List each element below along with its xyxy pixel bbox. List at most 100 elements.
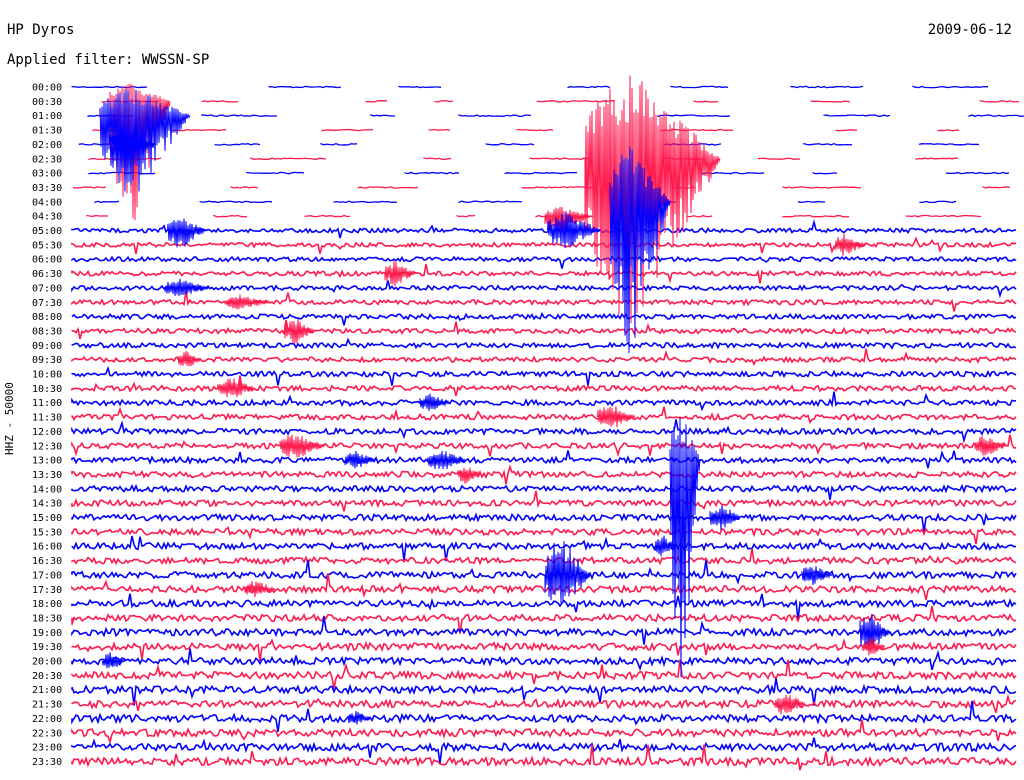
row-label: 16:30: [32, 556, 62, 567]
trace-line: [86, 214, 982, 218]
event-burst: [859, 614, 891, 654]
row-label: 13:00: [32, 456, 62, 467]
trace-line: [71, 291, 1017, 312]
row-label: 14:30: [32, 499, 62, 510]
station-name: HP Dyros: [7, 22, 75, 38]
trace-line: [71, 255, 1017, 269]
event-burst: [547, 212, 601, 249]
event-burst: [669, 417, 701, 678]
trace-line: [72, 186, 1011, 189]
trace-line: [71, 573, 1017, 600]
row-label: 00:00: [32, 83, 62, 94]
event-burst: [244, 580, 276, 598]
row-label: 05:30: [32, 240, 62, 251]
trace-line: [71, 450, 1017, 469]
row-label: 09:00: [32, 341, 62, 352]
row-label: 12:00: [32, 427, 62, 438]
trace-line: [71, 559, 1017, 585]
event-burst: [609, 146, 671, 354]
event-burst: [177, 350, 201, 367]
trace-line: [94, 200, 957, 204]
event-burst: [347, 711, 371, 725]
trace-line: [71, 406, 1017, 425]
trace-line: [71, 375, 1017, 397]
row-label: 06:00: [32, 255, 62, 266]
trace-line: [88, 171, 1010, 175]
trace-line: [101, 100, 1020, 103]
event-burst: [709, 505, 741, 531]
trace-line: [71, 512, 1017, 532]
row-label: 01:30: [32, 126, 62, 137]
row-label: 10:30: [32, 384, 62, 395]
trace-line: [71, 526, 1017, 545]
row-label: 21:00: [32, 685, 62, 696]
row-label: 12:30: [32, 441, 62, 452]
row-label: 03:00: [32, 169, 62, 180]
row-label: 18:30: [32, 613, 62, 624]
row-label: 11:30: [32, 413, 62, 424]
row-label: 06:30: [32, 269, 62, 280]
trace-line: [71, 464, 1017, 485]
trace-line: [71, 648, 1017, 671]
row-label: 21:30: [32, 700, 62, 711]
row-label: 05:00: [32, 226, 62, 237]
event-burst: [279, 434, 326, 458]
row-label: 13:30: [32, 470, 62, 481]
row-label: 10:00: [32, 370, 62, 381]
trace-line: [71, 638, 1017, 662]
row-label: 19:30: [32, 642, 62, 653]
row-label: 22:30: [32, 728, 62, 739]
event-burst: [544, 206, 591, 231]
trace-line: [71, 391, 1017, 412]
row-label: 02:30: [32, 154, 62, 165]
row-label: 20:00: [32, 657, 62, 668]
row-label: 07:30: [32, 298, 62, 309]
row-label: 20:30: [32, 671, 62, 682]
trace-line: [71, 678, 1017, 706]
row-label: 17:30: [32, 585, 62, 596]
trace-line: [71, 593, 1017, 620]
trace-line: [71, 693, 1017, 713]
event-burst: [654, 535, 678, 557]
event-burst: [427, 450, 466, 470]
row-label: 11:00: [32, 398, 62, 409]
row-label: 07:00: [32, 283, 62, 294]
trace-line: [71, 434, 1017, 457]
row-label: 08:00: [32, 312, 62, 323]
trace-line: [71, 365, 1017, 386]
trace-line: [71, 659, 1017, 689]
row-label: 09:30: [32, 355, 62, 366]
row-label: 04:30: [32, 212, 62, 223]
event-burst: [99, 89, 191, 192]
event-burst: [284, 318, 316, 344]
event-burst: [584, 75, 721, 329]
trace-line: [71, 348, 1017, 367]
row-label: 18:00: [32, 599, 62, 610]
trace-line: [71, 218, 1017, 239]
trace-line: [71, 606, 1017, 634]
trace-line: [71, 311, 1017, 326]
row-label: 16:00: [32, 542, 62, 553]
trace-line: [71, 319, 1017, 340]
trace-group: [71, 75, 1024, 771]
trace-line: [71, 719, 1017, 745]
trace-line: [71, 419, 1017, 444]
trace-line: [71, 535, 1017, 562]
trace-line: [87, 114, 1024, 118]
trace-line: [71, 744, 1017, 771]
trace-line: [71, 85, 989, 89]
event-burst: [834, 233, 866, 256]
event-burst: [974, 435, 1006, 456]
row-label: 23:30: [32, 757, 62, 768]
event-burst: [217, 378, 256, 398]
row-label: 01:00: [32, 111, 62, 122]
trace-line: [71, 280, 1017, 299]
trace-line: [71, 737, 1017, 764]
trace-line: [71, 483, 1017, 500]
event-burst: [801, 566, 833, 586]
record-date: 2009-06-12: [927, 22, 1012, 38]
trace-line: [71, 337, 1017, 350]
row-label: 03:30: [32, 183, 62, 194]
row-label: 17:00: [32, 570, 62, 581]
